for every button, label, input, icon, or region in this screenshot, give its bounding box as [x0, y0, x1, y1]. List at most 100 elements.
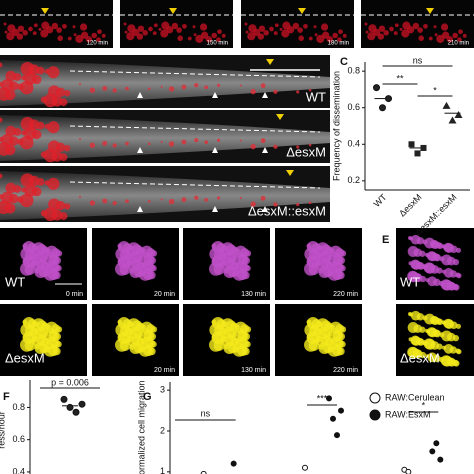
blob: [411, 336, 422, 346]
point: [437, 456, 444, 463]
blob: [407, 322, 419, 333]
blob: [383, 30, 389, 36]
blob: [7, 24, 16, 33]
time-label: 20 min: [154, 367, 175, 374]
blob: [223, 268, 229, 274]
y-axis-label: Normalized cell migration: [136, 380, 146, 474]
blob: [44, 123, 50, 129]
blob: [44, 180, 50, 186]
blob: [297, 27, 303, 33]
blob: [308, 143, 312, 147]
blob: [56, 27, 62, 33]
point: [420, 144, 427, 151]
blob: [79, 83, 81, 86]
blob: [306, 316, 320, 330]
y-tick-label: 0.2: [347, 175, 360, 185]
strain-label: WT: [306, 89, 326, 104]
significance: ***: [317, 393, 328, 403]
point: [78, 400, 86, 408]
time-label: 120 min: [87, 41, 108, 47]
blob: [296, 90, 300, 94]
point: [385, 95, 392, 103]
blob: [320, 335, 332, 347]
blob: [441, 31, 450, 39]
blob: [313, 25, 317, 29]
blob: [225, 335, 237, 347]
time-label: 130 min: [241, 367, 266, 374]
strain-label: WT: [400, 274, 420, 289]
blob: [96, 37, 101, 42]
blob: [16, 196, 24, 203]
y-tick-label: 0.6: [347, 102, 360, 112]
blob: [22, 30, 28, 36]
blob: [24, 72, 37, 85]
blob: [79, 195, 81, 198]
blob: [36, 335, 48, 347]
blob: [217, 29, 222, 35]
blob: [274, 23, 279, 28]
time-label: 220 min: [333, 291, 358, 298]
blob: [457, 37, 462, 42]
y-tick-label: 0.8: [12, 402, 25, 412]
point: [405, 468, 412, 474]
y-tick-label: 0.8: [347, 66, 360, 76]
arrowhead: [137, 92, 143, 98]
blob: [182, 23, 187, 29]
blob: [250, 88, 256, 95]
blob: [137, 25, 145, 32]
point: [334, 432, 340, 439]
time-label: 210 min: [448, 41, 469, 47]
arrowhead: [298, 8, 306, 14]
blob: [458, 29, 463, 35]
point: [454, 111, 463, 119]
blob: [97, 29, 102, 35]
blob: [177, 35, 184, 41]
blob: [194, 137, 199, 143]
blob: [338, 29, 343, 35]
blob: [257, 33, 265, 40]
blob: [102, 85, 108, 91]
blob: [47, 177, 60, 190]
blob: [425, 354, 430, 359]
blob: [442, 320, 447, 325]
blob: [125, 141, 129, 146]
blob: [296, 203, 300, 207]
significance: **: [396, 73, 404, 83]
blob: [337, 37, 342, 42]
blob: [28, 26, 33, 32]
blob: [176, 27, 182, 33]
blob: [57, 35, 64, 41]
significance: ns: [201, 408, 211, 418]
blob: [24, 184, 37, 197]
blob: [0, 200, 11, 215]
point: [448, 116, 457, 124]
blob: [410, 234, 421, 245]
dashed-line: [69, 125, 321, 133]
blob: [47, 66, 60, 79]
arrowhead: [262, 92, 268, 98]
point: [414, 150, 421, 157]
blob: [409, 312, 414, 317]
blob: [63, 144, 71, 152]
blob: [17, 25, 25, 32]
blob: [308, 201, 312, 205]
y-tick-label: 0.4: [12, 466, 25, 474]
blob: [365, 30, 369, 34]
blob: [239, 139, 242, 142]
blob: [298, 35, 305, 41]
blob: [204, 85, 209, 90]
legend-label: RAW:Cerulean: [385, 392, 445, 402]
blob: [40, 210, 48, 217]
blob: [48, 198, 61, 211]
point: [66, 403, 74, 411]
blob: [123, 22, 127, 26]
blob: [273, 89, 278, 94]
blob: [16, 138, 24, 145]
blob: [417, 27, 423, 33]
blob: [430, 316, 440, 326]
time-label: 220 min: [333, 367, 358, 374]
blob: [308, 88, 312, 92]
blob: [240, 324, 250, 334]
blob: [148, 26, 153, 32]
